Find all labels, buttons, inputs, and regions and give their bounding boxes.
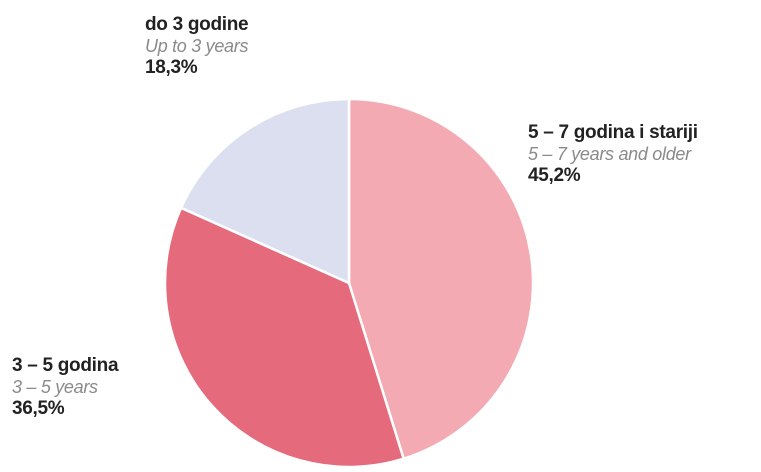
slice-label-name-en: 5 – 7 years and older xyxy=(528,144,691,165)
pie-slice-2 xyxy=(179,97,351,285)
slice-label-up-to-3-years: do 3 godine Up to 3 years 18,3% xyxy=(145,14,249,79)
slice-label-name-en: 3 – 5 years xyxy=(12,377,98,398)
slice-label-name: 5 – 7 godina i stariji xyxy=(528,122,698,143)
slice-label-name: 3 – 5 godina xyxy=(12,355,119,376)
slice-label-value: 18,3% xyxy=(145,56,198,78)
slice-label-5-7-years: 5 – 7 godina i stariji 5 – 7 years and o… xyxy=(528,122,698,187)
slice-label-value: 36,5% xyxy=(12,397,65,419)
slice-label-name: do 3 godine xyxy=(145,14,249,35)
pie-slice-1 xyxy=(163,206,405,469)
pie-slice-0 xyxy=(347,97,535,460)
slice-label-value: 45,2% xyxy=(528,164,581,186)
slice-label-name-en: Up to 3 years xyxy=(145,36,249,57)
slice-label-3-5-years: 3 – 5 godina 3 – 5 years 36,5% xyxy=(12,355,119,420)
